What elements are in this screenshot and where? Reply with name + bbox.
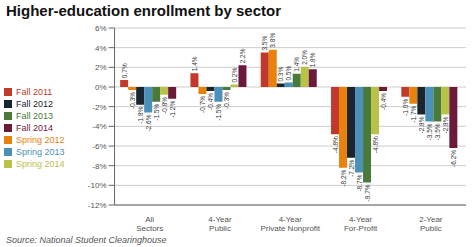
svg-text:-6%: -6% [92, 142, 106, 151]
html-text:Spring 2012: Spring 2012 [16, 134, 65, 145]
svg-text:-1.0%: -1.0% [402, 99, 409, 116]
svg-text:-2.8%: -2.8% [442, 116, 449, 133]
svg-text:-1.5%: -1.5% [153, 104, 160, 121]
svg-text:4%: 4% [95, 44, 107, 53]
svg-text:-12%: -12% [88, 201, 107, 210]
svg-text:AllSectors: AllSectors [136, 215, 163, 233]
svg-text:-1.8%: -1.8% [137, 106, 144, 123]
svg-text:-6.2%: -6.2% [450, 150, 457, 167]
svg-text:-10%: -10% [88, 181, 107, 190]
html-text:Fall 2011: Fall 2011 [16, 86, 53, 97]
svg-text:4-YearPublic: 4-YearPublic [208, 215, 232, 233]
svg-text:-0.3%: -0.3% [223, 92, 230, 109]
html-text:Source: National Student Clear: Source: National Student Clearinghouse [6, 235, 167, 245]
svg-text:-4.8%: -4.8% [332, 136, 339, 153]
svg-text:1.4%: 1.4% [191, 56, 198, 71]
svg-text:-0.3%: -0.3% [129, 92, 136, 109]
svg-text:-8.7%: -8.7% [356, 174, 363, 191]
svg-text:2.0%: 2.0% [301, 50, 308, 65]
svg-text:-8%: -8% [92, 162, 106, 171]
svg-text:0.5%: 0.5% [285, 66, 292, 81]
svg-text:-1.5%: -1.5% [215, 104, 222, 121]
svg-text:-8.2%: -8.2% [340, 169, 347, 186]
svg-text:-0.8%: -0.8% [161, 97, 168, 114]
svg-text:4-YearPrivate Nonprofit: 4-YearPrivate Nonprofit [260, 215, 320, 233]
svg-text:0.3%: 0.3% [277, 67, 284, 82]
svg-text:2-YearPublic: 2-YearPublic [419, 215, 443, 233]
svg-text:-3.5%: -3.5% [426, 123, 433, 140]
svg-text:2%: 2% [95, 63, 107, 72]
svg-text:0.7%: 0.7% [121, 63, 128, 78]
svg-text:-2%: -2% [92, 103, 106, 112]
svg-text:0%: 0% [95, 83, 107, 92]
html-text:Fall 2012: Fall 2012 [16, 98, 53, 109]
svg-text:-9.7%: -9.7% [364, 184, 371, 201]
html-text:Fall 2014: Fall 2014 [16, 122, 53, 133]
svg-text:-0.4%: -0.4% [380, 93, 387, 110]
svg-text:1.4%: 1.4% [293, 57, 300, 72]
svg-text:-4.8%: -4.8% [372, 136, 379, 153]
svg-text:-2.8%: -2.8% [418, 116, 425, 133]
svg-text:-4%: -4% [92, 122, 106, 131]
html-text:Spring 2014: Spring 2014 [16, 158, 65, 169]
svg-text:-0.7%: -0.7% [199, 96, 206, 113]
svg-text:0.2%: 0.2% [231, 68, 238, 83]
svg-text:3.5%: 3.5% [261, 36, 268, 51]
html-text:Fall 2013: Fall 2013 [16, 110, 53, 121]
html-text:Spring 2013: Spring 2013 [16, 146, 65, 157]
svg-text:-7.2%: -7.2% [348, 160, 355, 177]
svg-text:1.8%: 1.8% [309, 52, 316, 67]
svg-text:-3.5%: -3.5% [434, 123, 441, 140]
svg-text:6%: 6% [95, 24, 107, 33]
svg-text:-0.4%: -0.4% [207, 93, 214, 110]
svg-text:-1.2%: -1.2% [169, 101, 176, 118]
html-text:Higher-education enrollment by: Higher-education enrollment by sector [6, 2, 281, 19]
svg-text:3.8%: 3.8% [269, 33, 276, 48]
svg-text:2.2%: 2.2% [239, 48, 246, 63]
svg-text:-1.7%: -1.7% [410, 106, 417, 123]
svg-text:-2.6%: -2.6% [145, 114, 152, 131]
svg-text:4-YearFor-Profit: 4-YearFor-Profit [344, 215, 378, 233]
